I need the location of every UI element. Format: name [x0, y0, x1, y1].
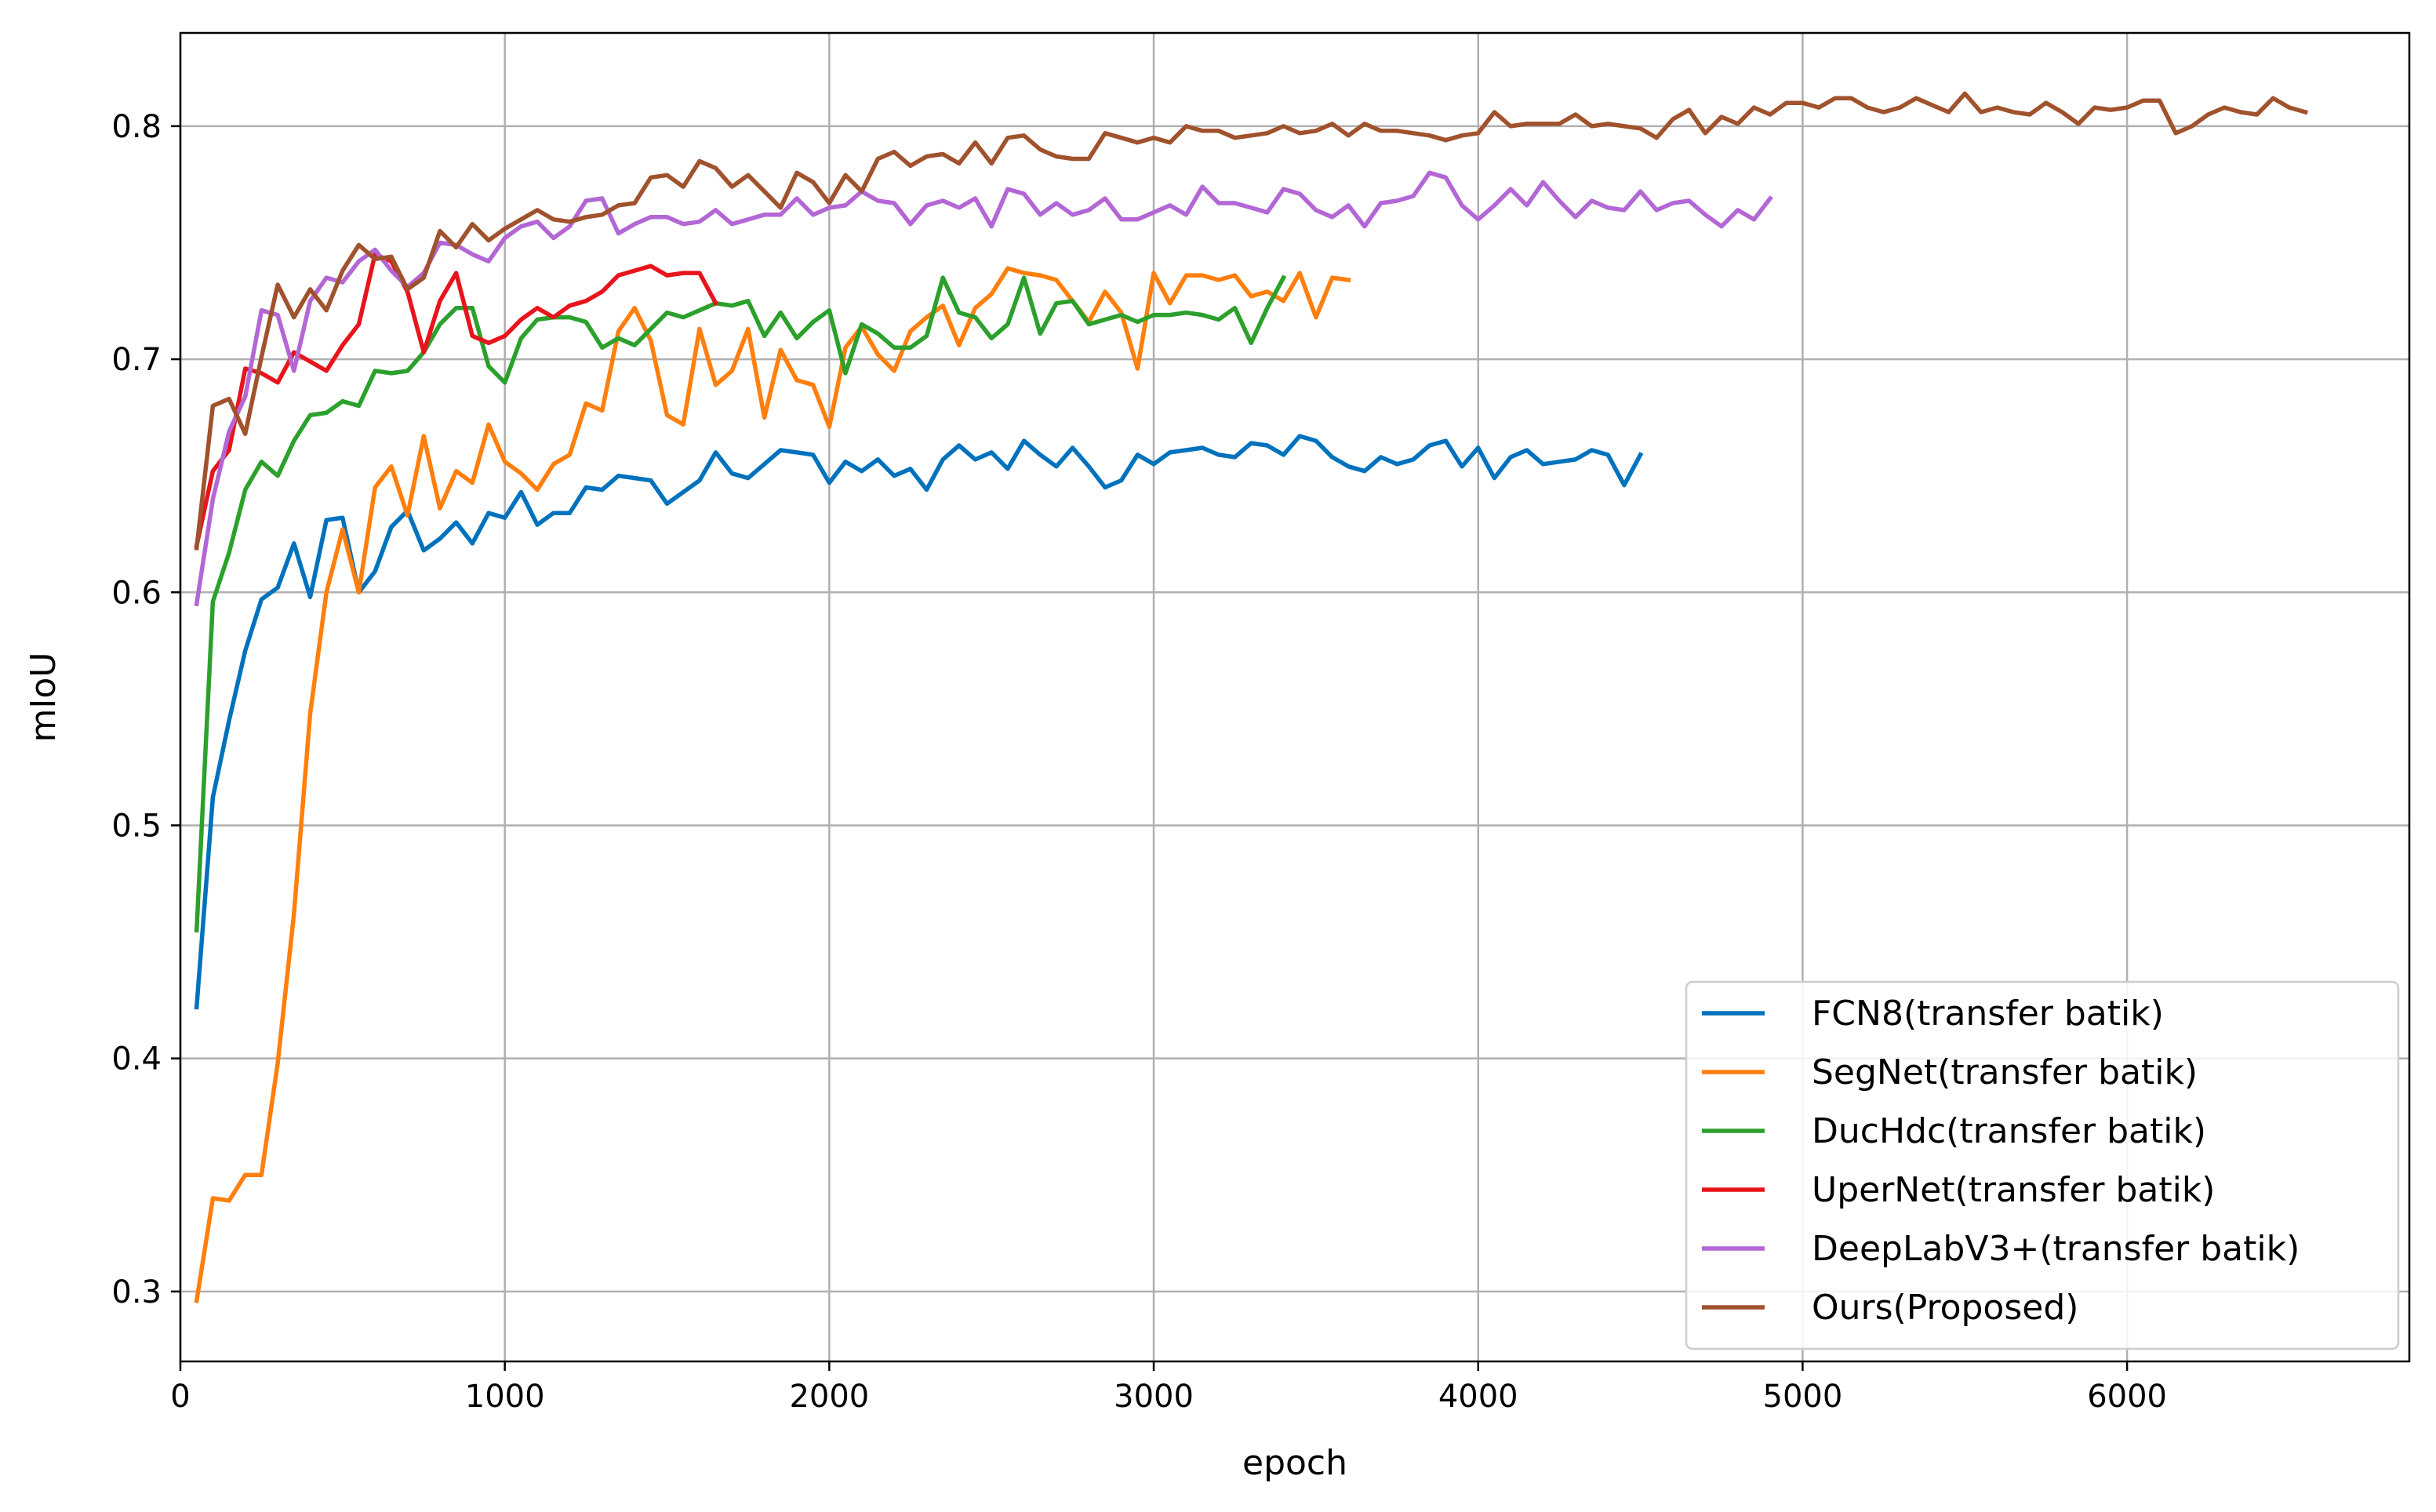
x-tick-label: 6000 [2087, 1379, 2167, 1415]
x-tick-label: 2000 [789, 1379, 869, 1415]
x-tick-label: 3000 [1114, 1379, 1194, 1415]
x-tick-label: 1000 [465, 1379, 545, 1415]
y-axis-label: mIoU [24, 652, 64, 743]
series-line-0 [194, 434, 1644, 1010]
series-line-5 [194, 91, 2308, 551]
plot-frame [179, 31, 2411, 1363]
series-line-1 [194, 266, 1351, 1303]
x-tick-label: 0 [170, 1379, 190, 1415]
x-axis-label: epoch [1242, 1443, 1347, 1483]
y-tick-label: 0.3 [111, 1274, 162, 1310]
axis-ticks: 0 1000 2000 3000 4000 5000 6000 0.3 0.4 0.5 0.6 0.7… [111, 109, 2167, 1415]
x-tick-label: 4000 [1438, 1379, 1518, 1415]
x-tick-label: 5000 [1763, 1379, 1843, 1415]
grid-lines [179, 33, 2409, 1361]
legend-label-3: UperNet(transfer batik) [1812, 1170, 2215, 1210]
legend-label-4: DeepLabV3+(transfer batik) [1812, 1229, 2300, 1269]
legend-label-2: DucHdc(transfer batik) [1812, 1111, 2206, 1151]
legend-label-0: FCN8(transfer batik) [1812, 994, 2164, 1034]
y-tick-label: 0.7 [111, 342, 162, 378]
legend-box [1685, 980, 2400, 1350]
legend-label-5: Ours(Proposed) [1812, 1288, 2078, 1328]
series-lines [194, 91, 2308, 1303]
y-tick-label: 0.6 [111, 575, 162, 611]
y-tick-label: 0.5 [111, 808, 162, 844]
series-line-2 [194, 274, 1287, 933]
legend-label-1: SegNet(transfer batik) [1812, 1052, 2198, 1092]
y-tick-label: 0.8 [111, 109, 162, 145]
legend: FCN8(transfer batik) SegNet(transfer bati… [1685, 980, 2400, 1350]
series-line-3 [194, 252, 719, 549]
y-tick-label: 0.4 [111, 1041, 162, 1078]
